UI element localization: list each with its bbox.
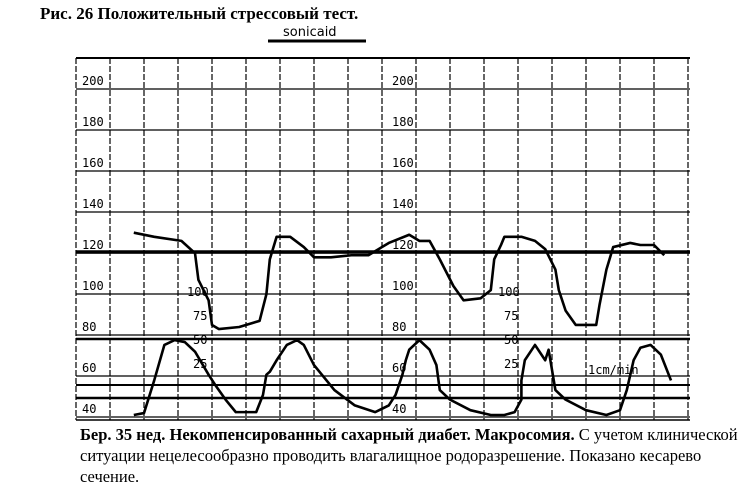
uc-tick-label: 100 [498,285,520,299]
fhr-tick-label: 80 [82,320,96,334]
uc-tick-label: 50 [504,333,518,347]
uc-trace [133,338,673,417]
fhr-tick-label: 200 [82,74,104,88]
fhr-tick-label: 120 [82,238,104,252]
chart-grid [75,57,690,421]
fhr-tick-label: 160 [82,156,104,170]
figure-title: Рис. 26 Положительный стрессовый тест. [40,4,359,23]
fhr-tick-label: 200 [392,74,414,88]
fhr-tick-label: 100 [82,279,104,293]
fhr-tick-label: 140 [82,197,104,211]
fhr-tick-label: 40 [392,402,406,416]
uc-tick-label: 75 [504,309,518,323]
fhr-tick-label: 140 [392,197,414,211]
fhr-tick-label: 180 [82,115,104,129]
paper-speed-label: 1cm/min [588,363,639,377]
fhr-tick-label: 120 [392,238,414,252]
caption-text: С учетом клинической ситуации нецелесооб… [80,425,738,486]
device-label: sonicaid [283,25,337,40]
fhr-tick-label: 100 [392,279,414,293]
figure-caption: Бер. 35 нед. Некомпенсированный сахарный… [40,424,740,487]
uc-tick-label: 75 [193,309,207,323]
uc-tick-label: 25 [504,357,518,371]
fhr-tick-label: 40 [82,402,96,416]
fhr-tick-label: 160 [392,156,414,170]
fhr-tick-label: 80 [392,320,406,334]
caption-bold: Бер. 35 нед. Некомпенсированный сахарный… [80,425,575,444]
fhr-trace [133,231,666,331]
fhr-tick-label: 60 [82,361,96,375]
uc-tick-label: 50 [193,333,207,347]
fhr-tick-label: 180 [392,115,414,129]
